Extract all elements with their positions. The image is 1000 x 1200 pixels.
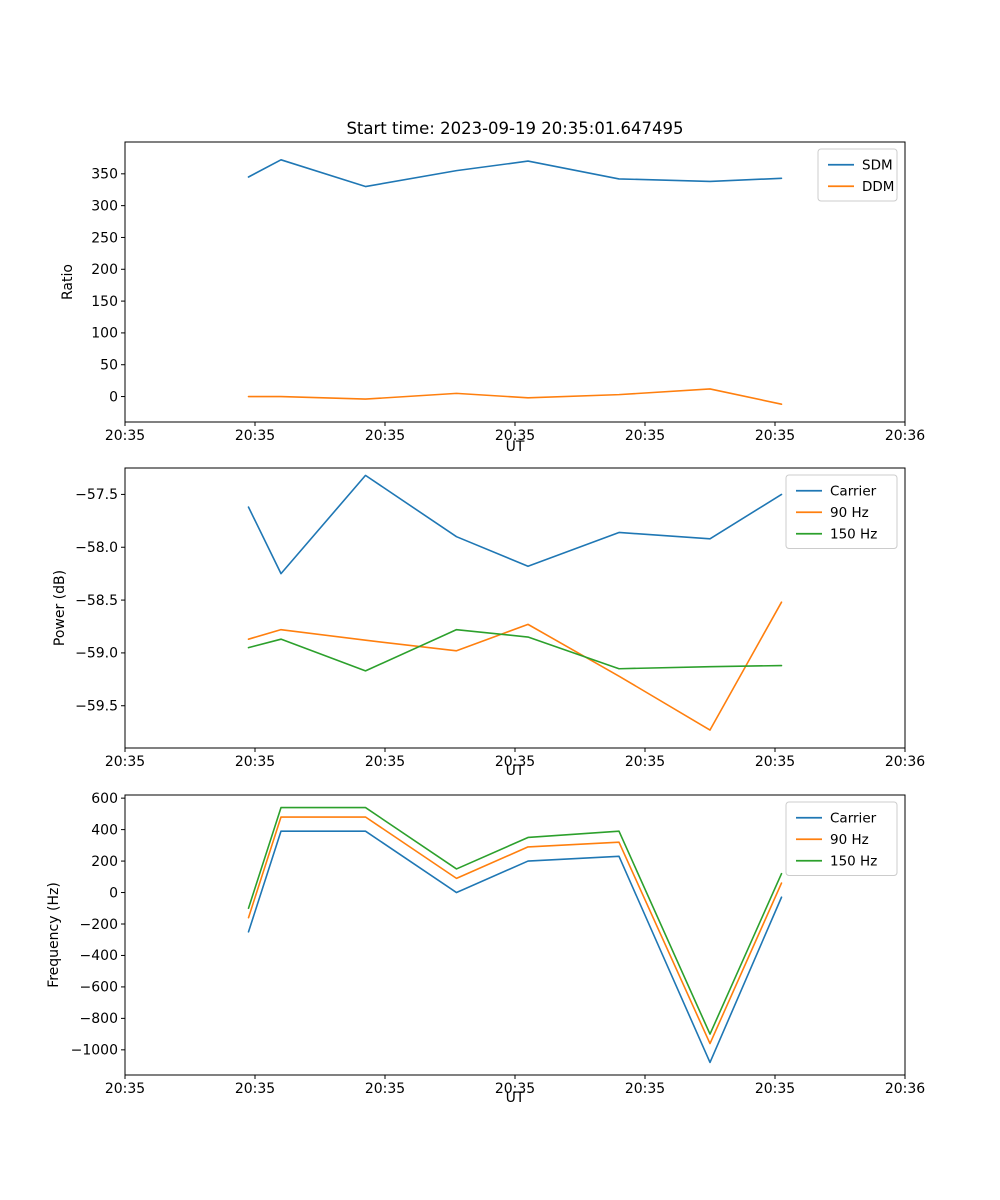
- legend-label-90-hz: 90 Hz: [830, 505, 869, 521]
- x-tick-label: 20:35: [235, 428, 275, 444]
- y-tick-label: −58.0: [75, 540, 118, 556]
- x-tick-label: 20:35: [625, 1081, 665, 1097]
- legend: SDM DDM: [817, 148, 898, 202]
- y-tick-label: 300: [91, 198, 118, 214]
- y-tick-label: 250: [91, 230, 118, 246]
- figure-title: Start time: 2023-09-19 20:35:01.647495: [346, 119, 684, 138]
- y-axis: −57.5 −58.0 −58.5 −59.0 −59.5: [75, 487, 125, 715]
- y-tick-label: 0: [109, 885, 118, 901]
- y-tick-label: −400: [80, 948, 118, 964]
- y-tick-label: 0: [109, 389, 118, 405]
- y-tick-label: −57.5: [75, 487, 118, 503]
- x-tick-label: 20:35: [365, 1081, 405, 1097]
- x-tick-label: 20:35: [365, 754, 405, 770]
- plot-border: [124, 794, 906, 1076]
- x-tick-label: 20:35: [105, 1081, 145, 1097]
- x-tick-label: 20:35: [495, 428, 535, 444]
- subplot-power: −57.5−58.0−58.5−59.0−59.520:35 20:35 20:35…: [52, 467, 925, 779]
- y-tick-label: 600: [91, 791, 118, 807]
- x-axis-label: UT: [506, 439, 525, 455]
- x-axis-label: UT: [506, 763, 525, 779]
- y-tick-label: 200: [91, 854, 118, 870]
- x-tick-label: 20:35: [625, 428, 665, 444]
- y-tick-label: −59.5: [75, 699, 118, 715]
- x-tick-label: 20:35: [235, 754, 275, 770]
- legend: Carrier 90 Hz 150 Hz: [785, 801, 898, 876]
- legend-label-90-hz: 90 Hz: [830, 832, 869, 848]
- x-tick-label: 20:35: [625, 754, 665, 770]
- x-tick-label: 20:36: [885, 1081, 925, 1097]
- series-line-90-hz: [247, 601, 783, 731]
- x-tick-label: 20:35: [105, 428, 145, 444]
- legend-label-ddm: DDM: [862, 179, 894, 195]
- legend-box: [785, 474, 898, 549]
- legend-label-150-hz: 150 Hz: [830, 854, 877, 870]
- plot-border: [124, 467, 906, 749]
- series-line-150-hz: [247, 628, 783, 672]
- x-tick-label: 20:35: [235, 1081, 275, 1097]
- y-tick-label: −600: [80, 980, 118, 996]
- series-line-90-hz: [247, 816, 783, 1045]
- y-tick-label: 200: [91, 262, 118, 278]
- y-axis: 600 400 200 0 −200 −400 −600 −800 −1000: [71, 791, 125, 1059]
- y-tick-label: −800: [80, 1011, 118, 1027]
- legend-box: [817, 148, 898, 202]
- x-tick-label: 20:35: [755, 754, 795, 770]
- x-axis: 20:35 20:35 20:35 20:35 20:35 20:35 20:36: [105, 422, 925, 444]
- y-tick-label: −58.5: [75, 593, 118, 609]
- series-line-150-hz: [247, 806, 783, 1035]
- axes: −57.5−58.0−58.5−59.0−59.520:35 20:35 20:35…: [52, 467, 925, 779]
- y-tick-label: 150: [91, 294, 118, 310]
- x-tick-label: 20:35: [495, 1081, 535, 1097]
- x-tick-label: 20:35: [365, 428, 405, 444]
- y-axis: 0 50 100 150 200 250 300 350: [91, 167, 125, 405]
- y-tick-label: −200: [80, 917, 118, 933]
- x-tick-label: 20:35: [755, 428, 795, 444]
- series-line-sdm: [247, 159, 783, 188]
- legend-box: [785, 801, 898, 876]
- y-tick-label: 50: [100, 358, 118, 374]
- legend-label-150-hz: 150 Hz: [830, 527, 877, 543]
- x-tick-label: 20:35: [755, 1081, 795, 1097]
- plot-border: [124, 141, 906, 423]
- y-tick-label: 100: [91, 326, 118, 342]
- y-axis-label: Power (dB): [52, 570, 68, 646]
- y-tick-label: −1000: [71, 1043, 118, 1059]
- x-axis-label: UT: [506, 1090, 525, 1106]
- legend-label-carrier: Carrier: [830, 811, 877, 827]
- y-tick-label: 350: [91, 167, 118, 183]
- x-axis: 20:35 20:35 20:35 20:35 20:35 20:35 20:36: [105, 1075, 925, 1097]
- y-axis-label: Ratio: [60, 264, 76, 300]
- series-line-carrier: [247, 474, 783, 575]
- legend-label-sdm: SDM: [862, 158, 893, 174]
- legend-label-carrier: Carrier: [830, 484, 877, 500]
- series-line-carrier: [247, 830, 783, 1064]
- y-tick-label: 400: [91, 822, 118, 838]
- x-axis: 20:35 20:35 20:35 20:35 20:35 20:35 20:36: [105, 748, 925, 770]
- x-tick-label: 20:35: [105, 754, 145, 770]
- x-tick-label: 20:36: [885, 428, 925, 444]
- x-tick-label: 20:35: [495, 754, 535, 770]
- legend: Carrier 90 Hz 150 Hz: [785, 474, 898, 549]
- x-tick-label: 20:36: [885, 754, 925, 770]
- y-axis-label: Frequency (Hz): [46, 882, 62, 988]
- y-tick-label: −59.0: [75, 646, 118, 662]
- series-line-ddm: [247, 388, 783, 405]
